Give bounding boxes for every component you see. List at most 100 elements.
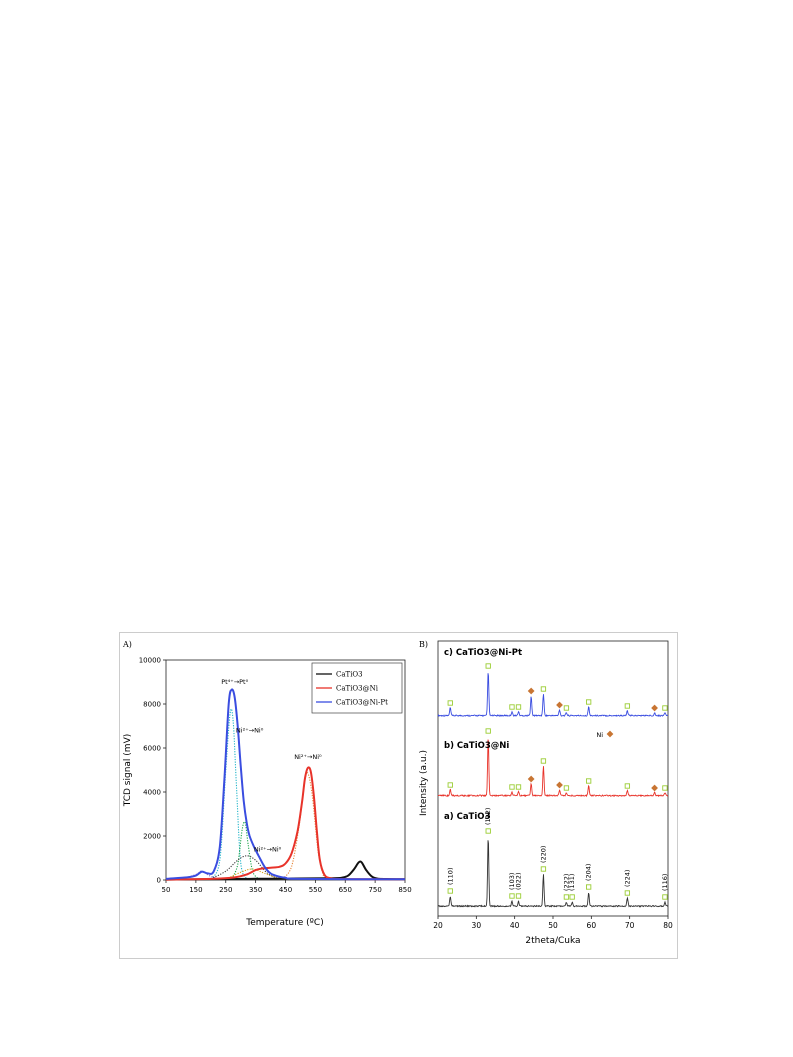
hkl-label: (222)	[562, 874, 570, 891]
x-tick-label: 450	[279, 886, 292, 894]
figure-panel: A) 0 2000 4000 6000 8000 10000 50 150 250 350 450…	[119, 632, 678, 959]
x-tick-label: 40	[510, 921, 520, 930]
panel-a-annotations: Pt⁴⁺→Pt⁰ Ni²⁺→Ni⁰ Ni²⁺→Ni⁰ Ni²⁺→Ni⁰	[221, 678, 322, 853]
legend-label: CaTiO3	[336, 671, 363, 679]
x-tick-label: 350	[249, 886, 262, 894]
x-tick-label: 50	[162, 886, 171, 894]
panel-a-x-ticks: 50 150 250 350 450 550 650 750 850	[162, 880, 412, 894]
panel-b-series: c) CaTiO3@Ni-Pt b) CaTiO3@Ni a) CaTiO3	[437, 648, 669, 908]
perovskite-marker	[586, 699, 592, 705]
panel-b-xlabel: 2theta/Cuka	[525, 936, 580, 946]
ni-marker	[556, 781, 563, 789]
perovskite-marker	[447, 888, 453, 894]
series-label: a) CaTiO3	[444, 812, 490, 822]
perovskite-marker	[515, 704, 522, 710]
x-tick-label: 50	[548, 921, 558, 930]
legend-label: CaTiO3@Ni-Pt	[336, 699, 388, 707]
perovskite-marker	[515, 893, 522, 899]
panel-b-ni-legend: Ni	[596, 730, 614, 739]
legend-entries: CaTiO3 CaTiO3@Ni CaTiO3@Ni-Pt	[316, 671, 388, 707]
perovskite-marker	[563, 705, 570, 711]
perovskite-marker	[624, 890, 631, 896]
panel-a-plot: 0 2000 4000 6000 8000 10000 50 150 250 350 450 550…	[123, 657, 412, 929]
series-label: b) CaTiO3@Ni	[444, 741, 509, 751]
perovskite-marker	[540, 686, 547, 692]
perovskite-marker	[662, 894, 668, 900]
perovskite-marker	[485, 728, 491, 734]
deconvolution-curve	[225, 868, 280, 880]
x-tick-label: 30	[472, 921, 482, 930]
perovskite-marker	[509, 893, 515, 899]
x-tick-label: 250	[219, 886, 232, 894]
ni-marker	[527, 687, 535, 695]
y-tick-label: 4000	[143, 789, 161, 797]
hkl-label: (224)	[623, 870, 631, 887]
perovskite-marker	[485, 663, 491, 669]
hkl-label: (103)	[508, 873, 516, 890]
annotation: Pt⁴⁺→Pt⁰	[221, 678, 248, 686]
x-tick-label: 650	[339, 886, 352, 894]
hkl-label: (116)	[661, 874, 669, 891]
legend-label: CaTiO3@Ni	[336, 685, 379, 693]
panel-b-hkl-labels: (110) (112) (103)(022) (220) (222)(131) (204)…	[446, 808, 669, 891]
perovskite-marker	[540, 866, 547, 872]
perovskite-marker	[515, 784, 522, 790]
hkl-label: (220)	[539, 846, 547, 863]
hkl-label: (131)	[568, 874, 576, 891]
panel-b-frame	[437, 640, 669, 917]
ni-legend-label: Ni	[596, 731, 603, 739]
panel-b-x-ticks: 20 30 40 50 60 70 80	[433, 916, 673, 930]
ni-marker	[527, 775, 535, 783]
panel-a-label: A)	[122, 640, 132, 649]
x-tick-label: 60	[587, 921, 597, 930]
ni-marker	[556, 701, 563, 709]
deconvolution-curve	[210, 855, 280, 880]
perovskite-marker	[662, 785, 668, 791]
ni-legend-marker	[606, 730, 614, 738]
panel-a-xlabel: Temperature (ºC)	[245, 918, 323, 928]
series-label: c) CaTiO3@Ni-Pt	[444, 648, 522, 658]
panel-b-label: B)	[419, 640, 428, 649]
series-line	[165, 766, 406, 881]
hkl-label: (204)	[585, 864, 593, 881]
perovskite-marker	[447, 700, 453, 706]
ni-marker	[651, 704, 658, 712]
annotation: Ni²⁺→Ni⁰	[254, 845, 282, 853]
y-tick-label: 0	[157, 877, 161, 885]
panel-a-ylabel: TCD signal (mV)	[123, 734, 133, 807]
panel-b-plot: 20 30 40 50 60 70 80 c) CaTiO3@Ni-Pt b) CaTiO3@…	[419, 640, 673, 946]
perovskite-marker	[563, 785, 570, 791]
perovskite-marker	[624, 783, 631, 789]
panel-a-y-ticks: 0 2000 4000 6000 8000 10000	[139, 657, 166, 885]
panel-a-legend: CaTiO3 CaTiO3@Ni CaTiO3@Ni-Pt	[311, 662, 403, 714]
perovskite-marker	[662, 705, 668, 711]
perovskite-marker	[447, 782, 453, 788]
x-tick-label: 70	[625, 921, 635, 930]
perovskite-marker	[540, 758, 547, 764]
perovskite-marker	[569, 894, 575, 900]
perovskite-marker	[509, 784, 515, 790]
figure-svg: A) 0 2000 4000 6000 8000 10000 50 150 250 350 450…	[122, 640, 673, 946]
perovskite-marker	[624, 703, 631, 709]
panel-b-ylabel: Intensity (a.u.)	[419, 750, 429, 816]
perovskite-marker	[586, 778, 592, 784]
y-tick-label: 10000	[139, 657, 161, 665]
y-tick-label: 2000	[143, 833, 161, 841]
x-tick-label: 20	[433, 921, 443, 930]
hkl-label: (110)	[446, 868, 454, 885]
hkl-label: (112)	[484, 808, 492, 825]
deconvolution-curve	[210, 708, 248, 880]
ni-marker	[651, 784, 658, 792]
x-tick-label: 750	[368, 886, 381, 894]
y-tick-label: 8000	[143, 701, 161, 709]
perovskite-marker	[485, 828, 491, 834]
x-tick-label: 80	[663, 921, 673, 930]
x-tick-label: 550	[309, 886, 322, 894]
series-line	[165, 688, 406, 881]
panel-a-series	[165, 688, 406, 881]
xrd-pattern	[437, 840, 668, 908]
x-tick-label: 150	[189, 886, 202, 894]
annotation: Ni²⁺→Ni⁰	[236, 727, 264, 735]
xrd-pattern	[437, 739, 668, 798]
y-tick-label: 6000	[143, 745, 161, 753]
